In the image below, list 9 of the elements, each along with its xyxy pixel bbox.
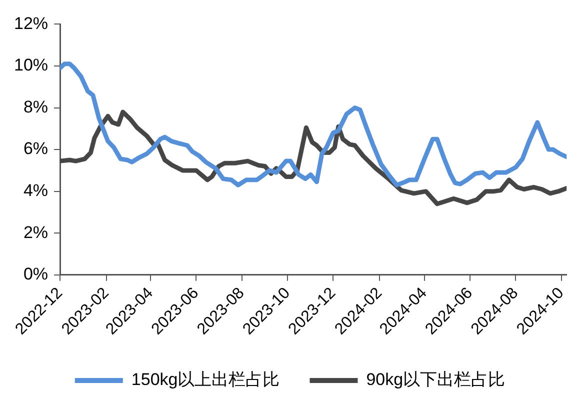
y-tick-label: 8% [23,97,48,116]
y-tick-label: 0% [23,264,48,284]
y-tick-label: 10% [14,56,48,75]
y-tick-label: 2% [23,222,48,242]
y-tick-label: 12% [14,14,48,33]
legend-label: 90kg以下出栏占比 [366,370,506,390]
legend-label: 150kg以上出栏占比 [131,370,280,390]
y-tick-label: 4% [23,181,48,200]
y-tick-label: 6% [23,139,48,158]
